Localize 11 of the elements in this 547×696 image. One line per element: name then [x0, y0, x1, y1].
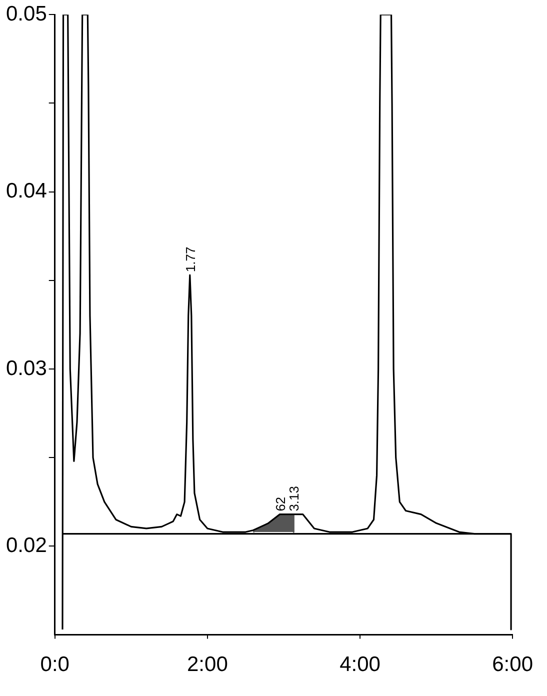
- x-tick-label: 2:00: [187, 653, 228, 676]
- x-tick-label: 0:0: [40, 653, 70, 676]
- x-tick-label: 4:00: [340, 653, 380, 676]
- y-tick-label: 0.04: [6, 180, 48, 203]
- y-tick-label: 0.05: [6, 2, 47, 26]
- y-tick-label: 0.02: [6, 534, 47, 557]
- y-tick-label: 0.03: [6, 356, 47, 380]
- annotation: 62: [272, 496, 288, 512]
- annotation: 3.13: [286, 486, 302, 512]
- x-tick-label: 6:00: [492, 653, 533, 676]
- annotation: 1.77: [182, 246, 198, 272]
